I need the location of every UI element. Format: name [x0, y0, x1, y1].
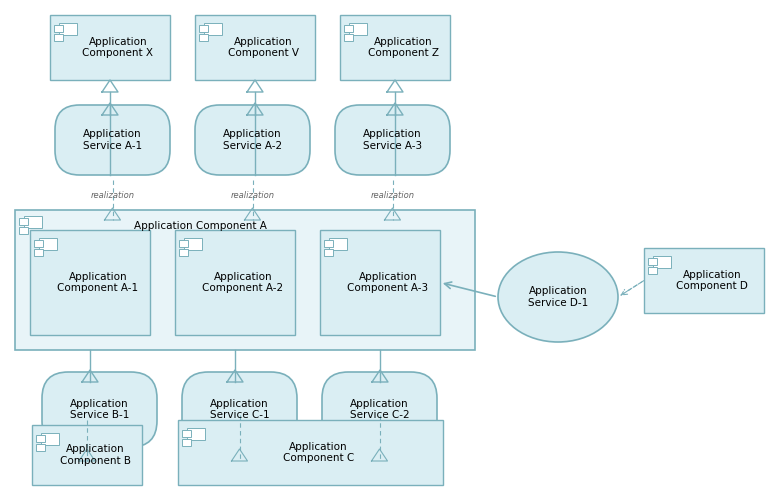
Bar: [41, 433, 59, 445]
Bar: [340, 15, 450, 80]
Bar: [178, 420, 443, 485]
Text: Application
Service A-2: Application Service A-2: [223, 129, 282, 151]
FancyBboxPatch shape: [335, 105, 450, 175]
Bar: [54, 34, 63, 41]
Bar: [50, 15, 170, 80]
Bar: [644, 248, 764, 313]
FancyBboxPatch shape: [42, 372, 157, 447]
Text: Application
Component Z: Application Component Z: [367, 37, 438, 58]
Bar: [324, 249, 333, 256]
Bar: [348, 23, 366, 35]
Bar: [199, 25, 208, 32]
Bar: [204, 23, 222, 35]
Bar: [183, 238, 201, 250]
Bar: [179, 249, 188, 256]
Text: realization: realization: [371, 191, 415, 199]
Bar: [179, 240, 188, 247]
Bar: [344, 34, 353, 41]
Bar: [186, 428, 204, 440]
Bar: [59, 23, 77, 35]
Text: Application
Component C: Application Component C: [283, 442, 354, 464]
Bar: [652, 256, 670, 268]
Bar: [30, 230, 150, 335]
FancyBboxPatch shape: [195, 105, 310, 175]
Bar: [36, 444, 45, 451]
Bar: [32, 425, 142, 485]
Text: Application
Component B: Application Component B: [60, 444, 131, 466]
Text: Application
Service A-3: Application Service A-3: [363, 129, 422, 151]
Text: Application
Component X: Application Component X: [82, 37, 153, 58]
Bar: [195, 15, 315, 80]
Text: realization: realization: [231, 191, 275, 199]
Bar: [324, 240, 333, 247]
Bar: [182, 439, 191, 446]
Bar: [648, 267, 657, 274]
Bar: [23, 216, 41, 228]
Bar: [34, 240, 43, 247]
Bar: [54, 25, 63, 32]
Bar: [34, 249, 43, 256]
Text: Application Component A: Application Component A: [134, 221, 266, 231]
Text: Application
Component A-1: Application Component A-1: [57, 272, 139, 293]
Bar: [648, 258, 657, 265]
Bar: [175, 230, 295, 335]
Text: realization: realization: [91, 191, 135, 199]
Bar: [344, 25, 353, 32]
Text: Application
Component A-3: Application Component A-3: [348, 272, 428, 293]
Text: Application
Component A-2: Application Component A-2: [203, 272, 283, 293]
Text: Application
Component D: Application Component D: [676, 270, 748, 291]
FancyBboxPatch shape: [55, 105, 170, 175]
Ellipse shape: [498, 252, 618, 342]
Text: Application
Service A-1: Application Service A-1: [83, 129, 142, 151]
FancyBboxPatch shape: [182, 372, 297, 447]
FancyBboxPatch shape: [322, 372, 437, 447]
Text: Application
Component V: Application Component V: [228, 37, 298, 58]
Text: Application
Service C-1: Application Service C-1: [210, 399, 269, 420]
Bar: [329, 238, 347, 250]
Bar: [36, 435, 45, 442]
Bar: [19, 227, 28, 234]
Bar: [15, 210, 475, 350]
Bar: [320, 230, 440, 335]
Bar: [182, 430, 191, 437]
Bar: [38, 238, 56, 250]
Text: Application
Service B-1: Application Service B-1: [70, 399, 129, 420]
Bar: [19, 218, 28, 225]
Text: Application
Service D-1: Application Service D-1: [528, 286, 588, 308]
Text: Application
Service C-2: Application Service C-2: [350, 399, 410, 420]
Bar: [199, 34, 208, 41]
